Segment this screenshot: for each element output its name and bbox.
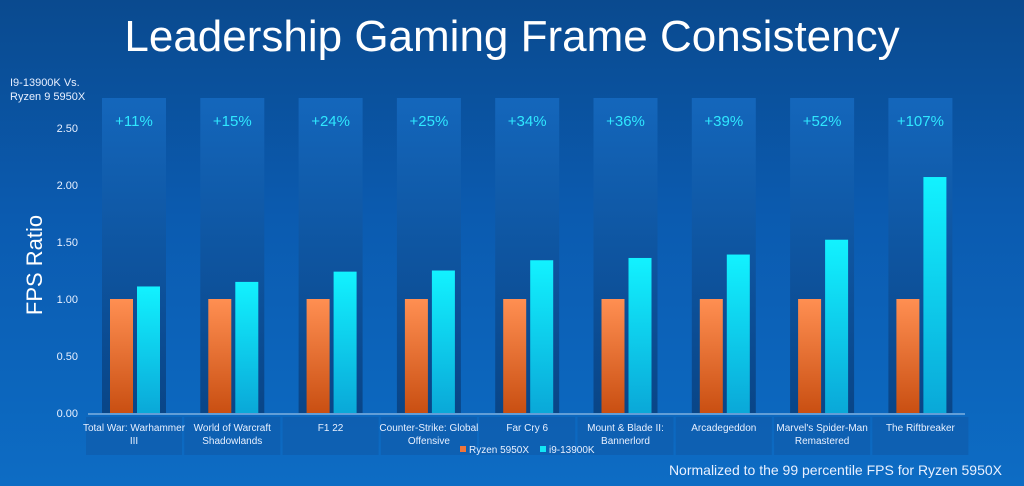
- x-tick-label: Total War: Warhammer: [83, 423, 186, 434]
- x-tick-label: Bannerlord: [601, 436, 650, 447]
- percent-gain-label: +36%: [606, 113, 645, 130]
- x-tick-label: F1 22: [318, 423, 344, 434]
- percent-gain-label: +25%: [410, 113, 449, 130]
- bar-i9-13900k: [235, 281, 259, 413]
- bar-ryzen-5950x: [208, 299, 232, 413]
- y-axis-label: FPS Ratio: [22, 215, 47, 315]
- percent-gain-label: +24%: [311, 113, 350, 130]
- category-label-bg: [675, 417, 772, 455]
- bar-i9-13900k: [333, 271, 357, 413]
- category-label-bg: [479, 417, 576, 455]
- category-label-bg: [774, 417, 871, 455]
- x-tick-label: Counter-Strike: Global: [379, 423, 478, 434]
- x-tick-label: Mount & Blade II:: [587, 423, 664, 434]
- y-tick-label: 0.50: [57, 351, 78, 363]
- bar-i9-13900k: [825, 239, 849, 413]
- bar-ryzen-5950x: [896, 299, 920, 413]
- x-tick-label: Marvel's Spider-Man: [776, 423, 867, 434]
- bar-i9-13900k: [431, 270, 455, 413]
- bar-ryzen-5950x: [503, 299, 527, 413]
- legend-label: i9-13900K: [549, 445, 595, 456]
- chart-title: Leadership Gaming Frame Consistency: [124, 12, 900, 61]
- bar-ryzen-5950x: [699, 299, 723, 413]
- footnote: Normalized to the 99 percentile FPS for …: [668, 462, 1002, 478]
- percent-gain-label: +15%: [213, 113, 252, 130]
- bar-ryzen-5950x: [601, 299, 625, 413]
- category-label-bg: [282, 417, 379, 455]
- x-tick-label: World of Warcraft: [194, 423, 271, 434]
- percent-gain-label: +107%: [897, 113, 944, 130]
- category-label-bg: [872, 417, 969, 455]
- bar-ryzen-5950x: [798, 299, 822, 413]
- y-tick-label: 1.50: [57, 237, 78, 249]
- bar-i9-13900k: [628, 257, 652, 413]
- x-tick-label: Offensive: [408, 436, 450, 447]
- y-tick-label: 1.00: [57, 294, 78, 306]
- bar-ryzen-5950x: [306, 299, 330, 413]
- percent-gain-label: +39%: [704, 113, 743, 130]
- percent-gain-label: +34%: [508, 113, 547, 130]
- bar-i9-13900k: [530, 260, 554, 413]
- bar-ryzen-5950x: [110, 299, 133, 413]
- category-label-bg: [577, 417, 674, 455]
- x-tick-label: Far Cry 6: [506, 423, 548, 434]
- y-tick-label: 2.00: [57, 180, 78, 192]
- y-tick-label: 2.50: [57, 123, 78, 135]
- category-label-bg: [184, 417, 281, 455]
- bar-i9-13900k: [923, 177, 947, 413]
- bar-i9-13900k: [137, 286, 160, 413]
- percent-gain-label: +11%: [115, 113, 153, 130]
- legend-swatch: [540, 446, 546, 452]
- x-tick-label: The Riftbreaker: [886, 423, 956, 434]
- percent-gain-label: +52%: [803, 113, 842, 130]
- category-label-bg: [86, 417, 182, 455]
- x-tick-label: Arcadegeddon: [691, 423, 756, 434]
- legend-swatch: [460, 446, 466, 452]
- chart-subtitle: I9-13900K Vs. Ryzen 9 5950X: [10, 77, 86, 103]
- bar-i9-13900k: [726, 254, 750, 413]
- y-tick-label: 0.00: [57, 408, 78, 420]
- x-tick-label: III: [130, 436, 138, 447]
- bar-ryzen-5950x: [404, 299, 428, 413]
- x-tick-label: Shadowlands: [202, 436, 262, 447]
- legend-label: Ryzen 5950X: [469, 445, 529, 456]
- x-tick-label: Remastered: [795, 436, 849, 447]
